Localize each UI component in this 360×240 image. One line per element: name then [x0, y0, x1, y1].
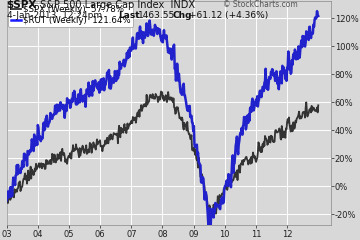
- Text: +61.12 (+4.36%): +61.12 (+4.36%): [189, 11, 268, 20]
- Text: Last: Last: [118, 11, 140, 20]
- Text: S&P 500 Large Cap Index  INDX: S&P 500 Large Cap Index INDX: [37, 0, 195, 10]
- Legend: $SPX (Weekly)  57.78%, $RUT (Weekly)  121.64%: $SPX (Weekly) 57.78%, $RUT (Weekly) 121.…: [8, 3, 133, 27]
- Text: Chg: Chg: [172, 11, 192, 20]
- Text: $SPX: $SPX: [7, 0, 37, 10]
- Text: 4-Jan-2013  12:24pm: 4-Jan-2013 12:24pm: [7, 11, 102, 20]
- Text: 1463.55: 1463.55: [138, 11, 175, 20]
- Text: © StockCharts.com: © StockCharts.com: [223, 0, 298, 9]
